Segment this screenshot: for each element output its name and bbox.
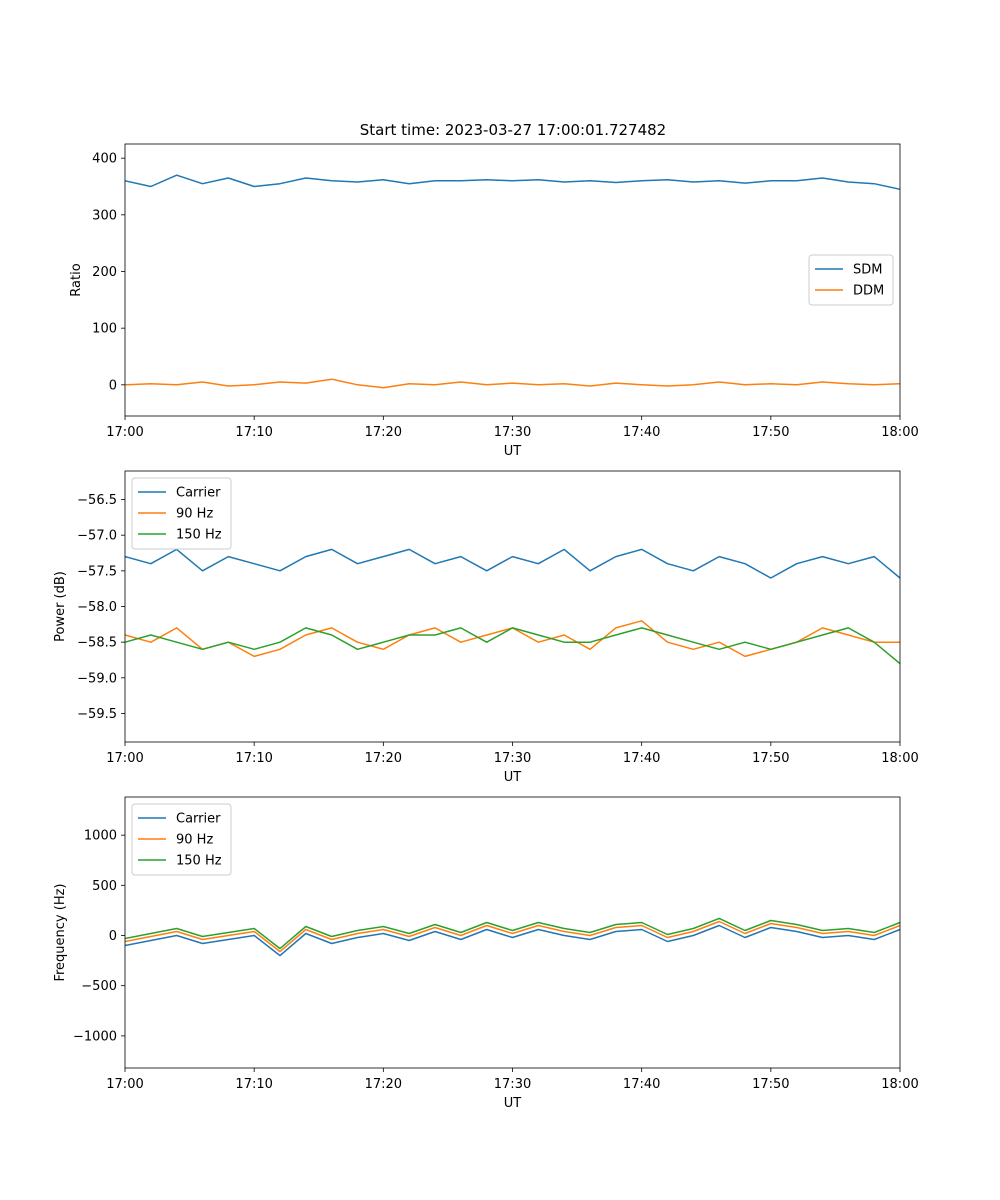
frequency-y-tick-label: 0 [109,929,117,944]
ratio-y-tick-label: 100 [92,322,117,337]
frequency-legend-label: Carrier [176,812,221,827]
ratio-x-tick-label: 17:00 [106,425,143,440]
power-series-line-150-hz [124,627,901,665]
ratio-x-tick-label: 17:10 [235,425,272,440]
power-legend: Carrier 90 Hz 150 Hz [131,477,232,550]
ratio-legend-label: DDM [853,284,884,299]
power-y-tick-label: −59.5 [77,707,117,722]
frequency-x-tick-label: 17:20 [365,1077,402,1092]
power-legend-box [131,477,232,550]
power-legend-label: Carrier [176,486,221,501]
frequency-series-line-carrier [124,924,901,957]
power-panel: 17:00 17:10 17:20 17:30 17:40 17:50 18:00 −59.5… [53,470,919,785]
power-x-axis-label: UT [504,770,522,785]
frequency-y-tick-label: −1000 [73,1029,117,1044]
ratio-axes-frame [124,143,901,417]
frequency-legend-label: 150 Hz [176,854,222,869]
ratio-x-tick-label: 17:40 [623,425,660,440]
frequency-legend: Carrier 90 Hz 150 Hz [131,803,232,876]
ratio-y-tick-label: 200 [92,265,117,280]
frequency-y-tick-label: 500 [92,879,117,894]
power-series-line-90-hz [124,620,900,658]
power-x-tick-label: 17:10 [235,751,272,766]
frequency-y-tick-label: −500 [81,979,117,994]
ratio-legend-box [808,254,894,306]
power-x-tick-label: 18:00 [881,751,918,766]
power-y-tick-label: −58.0 [77,600,117,615]
frequency-x-tick-label: 17:30 [494,1077,531,1092]
power-series-line-carrier [124,548,901,579]
frequency-series-line-90-hz [124,920,901,953]
ratio-x-tick-label: 17:20 [365,425,402,440]
power-y-tick-label: −57.0 [77,529,117,544]
ratio-y-tick-label: 400 [92,152,117,167]
ratio-y-tick-label: 300 [92,208,117,223]
power-y-tick-label: −58.5 [77,636,117,651]
ratio-panel: 17:00 17:10 17:20 17:30 17:40 17:50 18:00 0 100 2… [69,143,919,459]
power-x-tick-label: 17:40 [623,751,660,766]
frequency-y-axis-label: Frequency (Hz) [53,883,68,981]
ratio-y-axis-label: Ratio [69,263,84,296]
frequency-x-tick-label: 17:40 [623,1077,660,1092]
power-axes-frame [124,470,901,743]
ratio-x-tick-label: 18:00 [881,425,918,440]
power-y-tick-label: −56.5 [77,493,117,508]
power-x-tick-label: 17:50 [752,751,789,766]
chart-title: Start time: 2023-03-27 17:00:01.727482 [360,121,666,139]
power-legend-label: 150 Hz [176,528,222,543]
power-y-axis-label: Power (dB) [53,571,68,642]
ratio-x-tick-label: 17:30 [494,425,531,440]
ratio-series-line-ddm [124,378,901,389]
frequency-axes-frame [124,796,901,1069]
frequency-x-axis-label: UT [504,1096,522,1111]
power-y-tick-label: −59.0 [77,671,117,686]
power-y-tick-label: −57.5 [77,564,117,579]
frequency-y-tick-label: 1000 [84,829,117,844]
ratio-series-line-sdm [124,174,901,191]
ratio-y-tick-label: 0 [109,378,117,393]
frequency-x-tick-label: 18:00 [881,1077,918,1092]
frequency-x-tick-label: 17:00 [106,1077,143,1092]
frequency-panel: 17:00 17:10 17:20 17:30 17:40 17:50 18:00 −1000… [53,796,919,1111]
frequency-legend-box [131,803,232,876]
ratio-x-tick-label: 17:50 [752,425,789,440]
frequency-x-tick-label: 17:50 [752,1077,789,1092]
power-x-tick-label: 17:30 [494,751,531,766]
frequency-legend-label: 90 Hz [176,833,213,848]
power-x-tick-label: 17:00 [106,751,143,766]
power-x-tick-label: 17:20 [365,751,402,766]
ratio-x-axis-label: UT [504,444,522,459]
frequency-series-line-150-hz [124,917,901,950]
ratio-legend: SDM DDM [808,254,894,306]
ratio-legend-label: SDM [853,263,882,278]
frequency-x-tick-label: 17:10 [235,1077,272,1092]
power-legend-label: 90 Hz [176,507,213,522]
